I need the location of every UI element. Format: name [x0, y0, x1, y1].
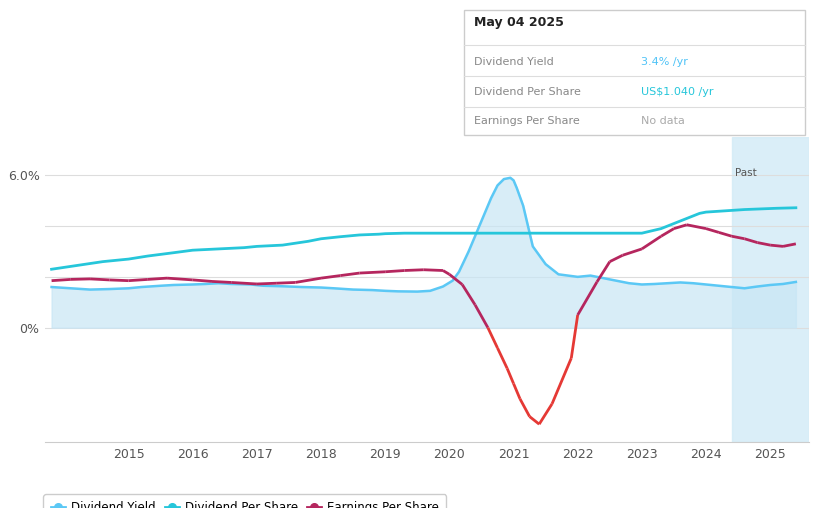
Text: Past: Past: [735, 168, 757, 178]
Text: Earnings Per Share: Earnings Per Share: [474, 116, 580, 126]
Text: US$1.040 /yr: US$1.040 /yr: [641, 87, 713, 97]
Bar: [732, 137, 809, 442]
Legend: Dividend Yield, Dividend Per Share, Earnings Per Share: Dividend Yield, Dividend Per Share, Earn…: [44, 494, 447, 508]
Text: Dividend Per Share: Dividend Per Share: [474, 87, 580, 97]
Text: May 04 2025: May 04 2025: [474, 16, 563, 29]
Text: 3.4% /yr: 3.4% /yr: [641, 57, 688, 67]
Text: Dividend Yield: Dividend Yield: [474, 57, 553, 67]
Text: No data: No data: [641, 116, 685, 126]
